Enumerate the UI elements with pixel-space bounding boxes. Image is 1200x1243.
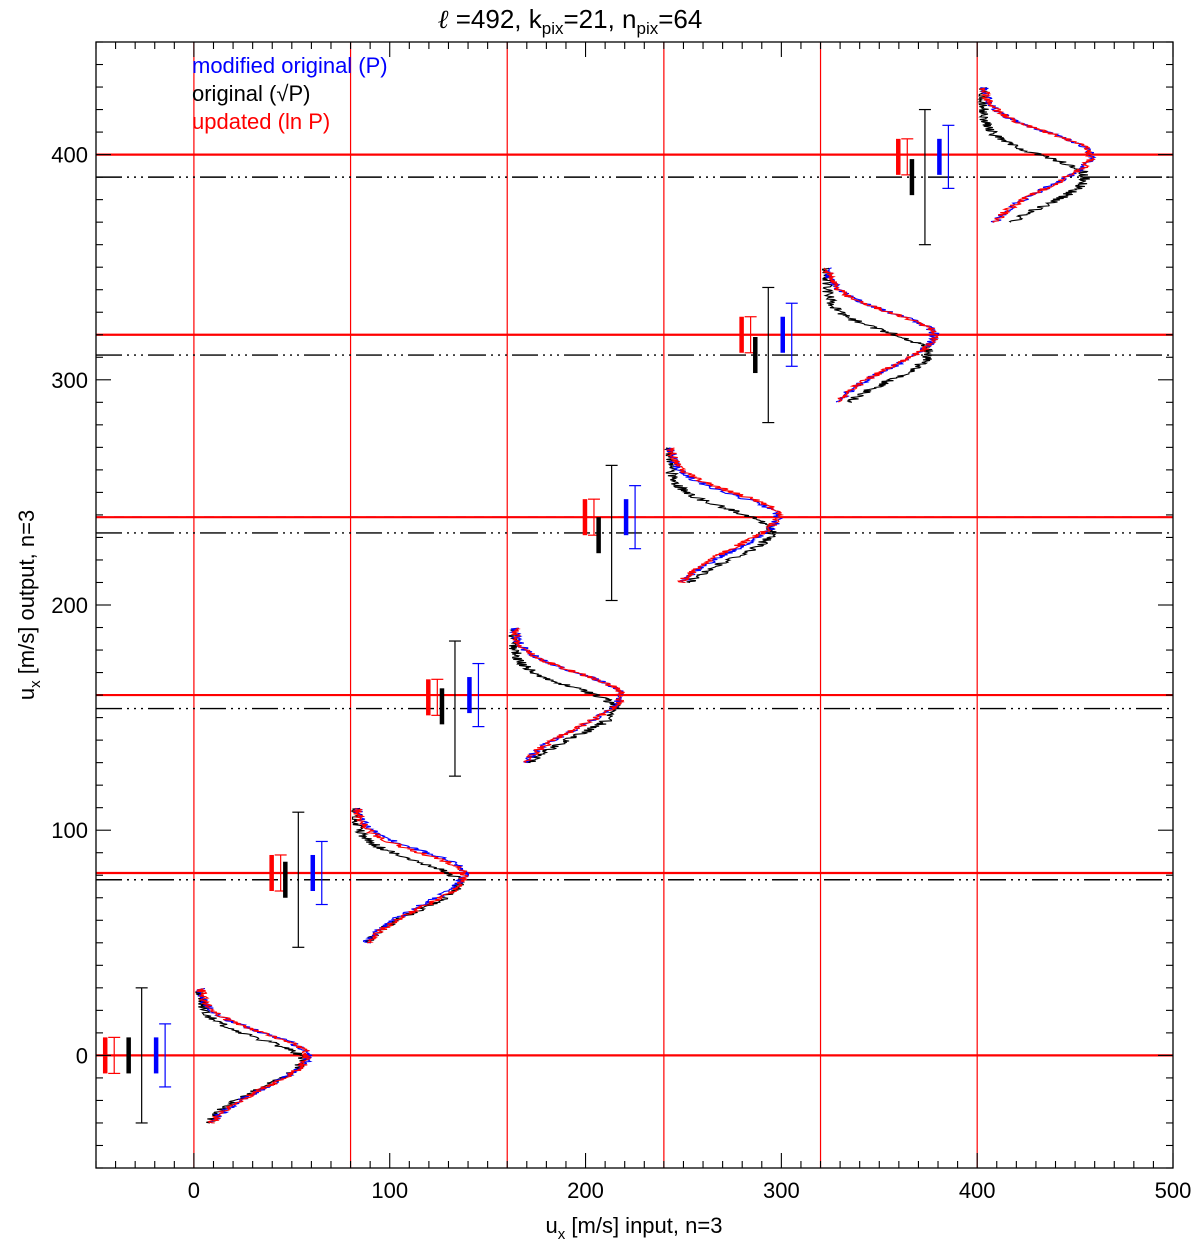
histogram-updated-240 (666, 447, 785, 584)
y-tick-label-400: 400 (51, 143, 88, 168)
errorbar-modified-400 (937, 124, 955, 189)
histogram-original-400 (976, 87, 1090, 223)
histogram-group-160 (508, 627, 625, 764)
legend-entry-modified: modified original (P) (192, 53, 388, 78)
errorbar-modified-320 (780, 302, 798, 367)
x-label-subscript: x (558, 1226, 566, 1243)
x-tick-label-500: 500 (1155, 1178, 1192, 1203)
x-axis-label: ux [m/s] input, n=3 (546, 1213, 723, 1243)
errorbar-original-320 (753, 286, 775, 424)
x-tick-label-0: 0 (188, 1178, 200, 1203)
plot-area (96, 42, 1173, 1168)
legend: modified original (P) original (√P) upda… (192, 53, 388, 134)
title-ell-symbol: ℓ (438, 5, 449, 35)
histogram-original-160 (508, 628, 622, 764)
y-axis-label: ux [m/s] output, n=3 (14, 510, 44, 700)
histogram-original-0 (195, 988, 309, 1124)
y-tick-label-0: 0 (76, 1043, 88, 1068)
histogram-group-240 (663, 447, 785, 584)
histogram-group-0 (195, 987, 313, 1124)
x-tick-label-200: 200 (567, 1178, 604, 1203)
errorbar-original-240 (596, 464, 618, 602)
errorbar-modified-160 (467, 662, 485, 728)
histogram-updated-320 (823, 267, 940, 403)
errorbar-original-160 (439, 640, 461, 777)
histogram-updated-80 (352, 807, 469, 944)
histogram-group-320 (821, 267, 940, 403)
x-label-base: u (546, 1213, 558, 1238)
y-label-subscript: x (27, 680, 44, 688)
histogram-updated-0 (196, 988, 312, 1124)
histogram-group-400 (976, 87, 1097, 223)
y-tick-label-100: 100 (51, 818, 88, 843)
y-tick-label-300: 300 (51, 368, 88, 393)
histogram-modified-240 (666, 447, 784, 584)
errorbar-original-400 (909, 108, 931, 246)
title-n-subscript: pix (636, 19, 658, 38)
x-label-rest: [m/s] input, n=3 (565, 1213, 722, 1238)
errorbar-original-80 (283, 811, 305, 948)
errorbar-modified-0 (153, 1023, 172, 1088)
x-tick-label-300: 300 (763, 1178, 800, 1203)
y-tick-label-200: 200 (51, 593, 88, 618)
legend-entry-updated: updated (ln P) (192, 109, 330, 134)
errorbar-modified-240 (623, 485, 642, 550)
title-k-subscript: pix (542, 19, 564, 38)
x-tick-label-400: 400 (959, 1178, 996, 1203)
title-ell-value: =492, k (449, 4, 543, 34)
histogram-updated-160 (510, 627, 625, 764)
histogram-updated-400 (979, 87, 1096, 223)
errorbar-modified-80 (310, 840, 328, 906)
errorbar-updated-80 (269, 854, 287, 892)
axis-ticks: 0 100 200 300 400 500 0 100 200 300 400 (51, 41, 1192, 1203)
y-label-rest: [m/s] output, n=3 (14, 510, 39, 681)
legend-entry-original: original (√P) (192, 81, 310, 106)
histogram-original-80 (350, 807, 465, 944)
x-tick-label-100: 100 (371, 1178, 408, 1203)
histogram-original-240 (663, 447, 777, 584)
y-label-base: u (14, 688, 39, 700)
chart-title: ℓ =492, kpix=21, npix=64 (438, 4, 703, 38)
errorbar-original-0 (126, 987, 148, 1124)
title-n-value: =64 (658, 4, 702, 34)
title-k-value: =21, n (563, 4, 636, 34)
histogram-original-320 (821, 267, 934, 403)
histogram-group-80 (350, 807, 470, 944)
